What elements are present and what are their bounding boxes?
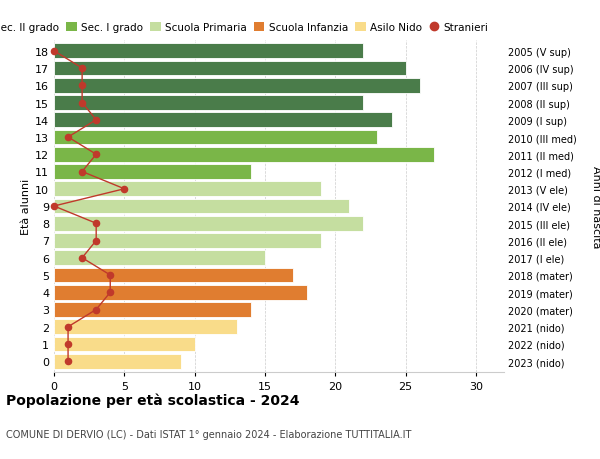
Text: Popolazione per età scolastica - 2024: Popolazione per età scolastica - 2024: [6, 392, 299, 407]
Bar: [54, 79, 419, 93]
Bar: [54, 285, 307, 300]
Text: COMUNE DI DERVIO (LC) - Dati ISTAT 1° gennaio 2024 - Elaborazione TUTTITALIA.IT: COMUNE DI DERVIO (LC) - Dati ISTAT 1° ge…: [6, 429, 412, 439]
Point: [119, 185, 129, 193]
Point: [49, 203, 59, 210]
Point: [91, 151, 101, 159]
Bar: [54, 96, 364, 111]
Bar: [54, 148, 434, 162]
Point: [91, 306, 101, 313]
Point: [63, 341, 73, 348]
Point: [77, 65, 87, 73]
Bar: [54, 113, 392, 128]
Point: [49, 48, 59, 55]
Bar: [54, 217, 364, 231]
Point: [77, 168, 87, 176]
Bar: [54, 268, 293, 283]
Point: [63, 358, 73, 365]
Point: [106, 289, 115, 297]
Bar: [54, 182, 321, 196]
Bar: [54, 251, 265, 265]
Point: [106, 272, 115, 279]
Bar: [54, 45, 364, 59]
Bar: [54, 165, 251, 179]
Point: [91, 117, 101, 124]
Bar: [54, 354, 181, 369]
Bar: [54, 62, 406, 76]
Y-axis label: Età alunni: Età alunni: [21, 179, 31, 235]
Bar: [54, 234, 321, 248]
Point: [77, 254, 87, 262]
Bar: [54, 199, 349, 214]
Y-axis label: Anni di nascita: Anni di nascita: [591, 165, 600, 248]
Point: [91, 220, 101, 227]
Point: [77, 83, 87, 90]
Point: [63, 134, 73, 141]
Point: [77, 100, 87, 107]
Bar: [54, 337, 194, 352]
Legend: Sec. II grado, Sec. I grado, Scuola Primaria, Scuola Infanzia, Asilo Nido, Stran: Sec. II grado, Sec. I grado, Scuola Prim…: [0, 23, 488, 33]
Bar: [54, 130, 377, 145]
Bar: [54, 302, 251, 317]
Bar: [54, 320, 237, 334]
Point: [63, 323, 73, 330]
Point: [91, 237, 101, 245]
